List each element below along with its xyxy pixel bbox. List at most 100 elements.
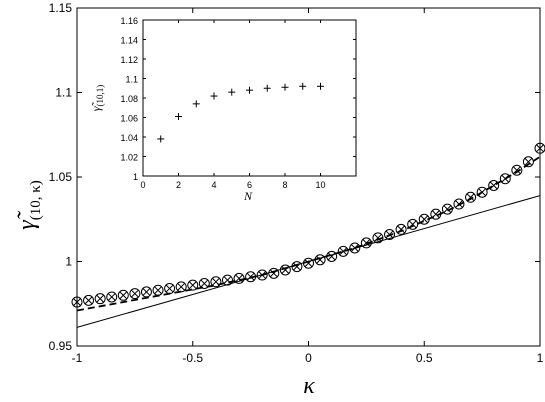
main-series-2-line [76,195,541,328]
inset-y-tick-label: 1.04 [120,133,138,143]
circle-marker [395,223,407,235]
circle-marker [210,276,222,288]
x-axis-title: κ [303,373,315,399]
inset-tick-labels: 0 2 4 6 8 10 1 1.02 1.04 1.06 1.08 1.1 1.12 1.14 1.16 [120,16,325,190]
circle-marker [337,245,349,257]
circle-marker [117,289,129,301]
inset-ticks [142,19,356,177]
y-axis-title-sub: (10, κ) [28,180,44,220]
inset-x-tick-label: 8 [282,180,287,190]
circle-marker [522,156,534,168]
main-x-tick-label: 1 [537,351,544,365]
main-data-point [279,264,291,276]
inset-y-axis-title-sub: (10,1) [95,85,105,107]
main-data-point [488,179,500,191]
circle-marker [465,191,477,203]
cross-stroke [154,286,162,295]
cross-stroke [188,281,197,290]
cross-stroke [524,157,533,166]
main-data-point [164,283,176,295]
main-data-point [94,293,106,305]
cross-stroke [443,205,452,213]
circle-marker [129,288,141,300]
main-x-tick-label: -0.5 [182,351,203,365]
cross-stroke [536,144,544,153]
circle-marker [534,142,545,154]
inset-y-tick-label: 1.02 [120,153,138,163]
main-data-point [140,286,152,298]
main-data-point [268,267,280,279]
circle-marker [140,286,152,298]
inset-x-tick-label: 10 [315,180,325,190]
inset-x-tick-label: 6 [247,180,252,190]
cross-stroke [374,233,382,242]
main-x-tick-label: 0 [305,351,312,365]
main-data-point [522,156,534,168]
inset-y-tick-label: 1.1 [125,75,138,85]
main-data-point [83,294,95,306]
inset-y-tick-label: 1.12 [120,55,138,65]
circle-marker [349,242,361,254]
cross-stroke [73,298,81,306]
main-ticks [76,7,541,347]
inset-y-axis-title: γ̃(10,1) [89,85,105,111]
main-data-point [175,281,187,293]
svg-text:γ̃(10,1): γ̃(10,1) [89,85,105,111]
svg-text:γ̃(10, κ): γ̃(10, κ) [14,180,44,230]
inset-data-point [228,88,236,96]
inset-data-point [281,83,289,91]
main-series [71,142,545,328]
inset-y-tick-label: 1 [133,172,138,182]
circle-marker [476,186,488,198]
circle-marker [453,198,465,210]
main-y-tick-label: 1.15 [49,1,73,15]
cross-stroke [142,288,151,296]
main-data-point [129,288,141,300]
main-x-tick-label: -1 [72,351,83,365]
inset-data-point [246,86,253,94]
main-data-point [71,296,83,308]
circle-marker [384,228,396,240]
main-data-point [152,284,164,296]
main-tick-labels: -1 -0.5 0 0.5 1 0.95 1 1.05 1.1 1.15 [49,1,544,365]
inset-x-tick-label: 0 [140,180,145,190]
circle-marker [187,279,199,291]
main-data-point [198,277,210,289]
main-x-tick-label: 0.5 [416,351,433,365]
circle-marker [488,179,500,191]
cross-stroke [235,274,243,283]
inset-data-point [157,135,165,143]
inset-x-axis-title: N [243,189,253,203]
main-y-tick-label: 1 [65,255,72,269]
circle-marker [499,173,511,185]
circle-marker [360,237,372,249]
cross-stroke [212,277,220,286]
inset-series [157,82,324,143]
inset-x-tick-label: 2 [176,180,181,190]
inset-y-tick-label: 1.08 [120,94,138,104]
circle-marker [106,291,118,303]
main-y-tick-label: 1.1 [55,86,72,100]
main-y-tick-label: 0.95 [49,339,73,353]
inset-y-tick-label: 1.14 [120,36,138,46]
cross-stroke [223,276,232,284]
main-data-point [187,279,199,291]
inset-data-point [263,84,271,92]
circle-marker [256,269,268,281]
inset-data-point [299,82,307,90]
cross-stroke [119,291,128,300]
inset-y-tick-label: 1.16 [120,16,138,26]
circle-marker [71,296,83,308]
main-data-point [465,191,477,203]
inset-data-point [317,82,324,90]
main-data-point [117,289,129,301]
cross-stroke [165,284,174,293]
cross-stroke [96,294,105,303]
circle-marker [511,164,523,176]
main-series-1-line [76,155,541,312]
inset-y-tick-label: 1.06 [120,114,138,124]
inset-background [143,20,356,176]
circle-marker [268,267,280,279]
inset-x-tick-label: 4 [211,180,216,190]
